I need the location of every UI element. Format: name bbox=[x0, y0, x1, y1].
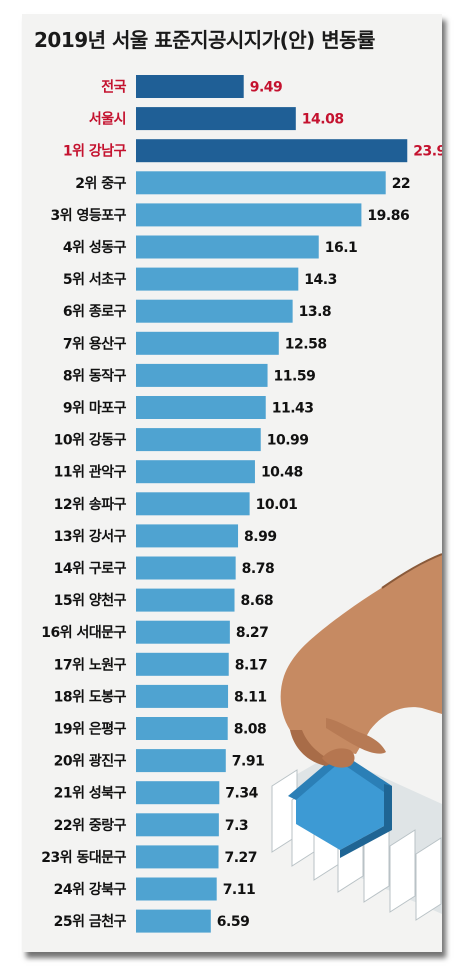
category-label: 16위 서대문구 bbox=[41, 625, 126, 641]
value-label: 12.58 bbox=[285, 336, 327, 352]
value-label: 11.59 bbox=[274, 368, 316, 384]
bar bbox=[136, 717, 228, 740]
value-label: 11.43 bbox=[272, 401, 314, 417]
category-label: 7위 용산구 bbox=[63, 335, 127, 352]
category-label: 23위 동대문구 bbox=[41, 850, 126, 866]
value-label: 8.78 bbox=[242, 561, 275, 577]
bar bbox=[136, 396, 266, 419]
chart-title: 2019년 서울 표준지공시지가(안) 변동률 bbox=[34, 28, 375, 52]
bar bbox=[136, 781, 220, 805]
value-label: 8.08 bbox=[234, 722, 267, 738]
category-label: 24위 강북구 bbox=[54, 881, 127, 898]
category-label: 전국 bbox=[101, 79, 126, 96]
value-label: 7.3 bbox=[225, 818, 248, 834]
bar bbox=[136, 299, 293, 323]
category-label: 9위 마포구 bbox=[63, 401, 127, 417]
bar bbox=[136, 620, 230, 644]
category-label: 6위 종로구 bbox=[63, 304, 127, 320]
bar bbox=[136, 813, 219, 837]
category-label: 19위 은평구 bbox=[54, 721, 127, 738]
bar bbox=[136, 139, 408, 163]
value-label: 14.3 bbox=[304, 272, 337, 288]
category-label: 21위 성북구 bbox=[54, 786, 127, 802]
category-label: 4위 성동구 bbox=[63, 240, 127, 256]
category-label: 13위 강서구 bbox=[54, 528, 127, 545]
bar bbox=[136, 652, 229, 676]
hand-house-illustration bbox=[271, 553, 442, 921]
value-label: 16.1 bbox=[325, 240, 358, 256]
bar bbox=[136, 909, 211, 933]
bar bbox=[136, 524, 239, 548]
value-label: 14.08 bbox=[302, 112, 344, 128]
value-label: 8.17 bbox=[235, 657, 268, 673]
bar bbox=[136, 460, 255, 484]
bar bbox=[136, 684, 229, 708]
bar bbox=[136, 235, 319, 259]
value-label: 10.99 bbox=[267, 433, 309, 449]
value-label: 7.91 bbox=[232, 754, 265, 770]
value-label: 8.68 bbox=[241, 593, 274, 609]
bar-chart: 전국 9.49 서울시 14.08 1위 강남구 23.9 2위 중구 22 3위 영등포구 19… bbox=[41, 75, 442, 933]
category-label: 17위 노원구 bbox=[54, 657, 127, 673]
category-label: 20위 광진구 bbox=[54, 753, 127, 770]
chart-frame: 2019년 서울 표준지공시지가(안) 변동률 전국 9.49 서울시 14.08 1위… bbox=[22, 14, 442, 952]
bar bbox=[136, 171, 386, 195]
value-label: 19.86 bbox=[367, 208, 409, 224]
bar bbox=[136, 428, 261, 452]
category-label: 22위 중랑구 bbox=[54, 818, 127, 834]
bar bbox=[136, 749, 226, 773]
category-label: 14위 구로구 bbox=[54, 561, 127, 577]
category-label: 8위 동작구 bbox=[63, 367, 127, 384]
category-label: 15위 양천구 bbox=[54, 593, 127, 609]
value-label: 7.27 bbox=[225, 850, 258, 866]
category-label: 18위 도봉구 bbox=[54, 689, 127, 705]
bar bbox=[136, 556, 236, 580]
category-label: 2위 중구 bbox=[75, 176, 126, 192]
category-label: 서울시 bbox=[89, 111, 126, 128]
value-label: 8.27 bbox=[236, 625, 269, 641]
value-label: 23.9 bbox=[413, 144, 442, 160]
value-label: 8.99 bbox=[244, 529, 277, 545]
category-label: 5위 서초구 bbox=[63, 272, 127, 288]
category-label: 3위 영등포구 bbox=[50, 207, 126, 224]
bar bbox=[136, 107, 296, 131]
value-label: 7.34 bbox=[225, 786, 258, 802]
value-label: 6.59 bbox=[217, 914, 250, 930]
category-label: 10위 강동구 bbox=[54, 432, 127, 449]
bar bbox=[136, 203, 362, 227]
bar bbox=[136, 877, 217, 901]
bar bbox=[136, 331, 279, 355]
category-label: 11위 관악구 bbox=[54, 464, 127, 481]
value-label: 10.01 bbox=[256, 497, 298, 513]
bar bbox=[136, 588, 235, 612]
category-label: 12위 송파구 bbox=[54, 497, 127, 513]
value-label: 13.8 bbox=[299, 304, 332, 320]
bar bbox=[136, 267, 299, 291]
bar bbox=[136, 492, 250, 516]
value-label: 8.11 bbox=[234, 689, 267, 705]
value-label: 7.11 bbox=[223, 882, 256, 898]
value-label: 10.48 bbox=[261, 465, 303, 481]
bar bbox=[136, 363, 268, 387]
category-label: 1위 강남구 bbox=[63, 143, 127, 160]
bar bbox=[136, 75, 244, 98]
category-label: 25위 금천구 bbox=[54, 914, 127, 930]
bar bbox=[136, 845, 219, 869]
value-label: 22 bbox=[392, 176, 410, 192]
value-label: 9.49 bbox=[250, 80, 283, 96]
